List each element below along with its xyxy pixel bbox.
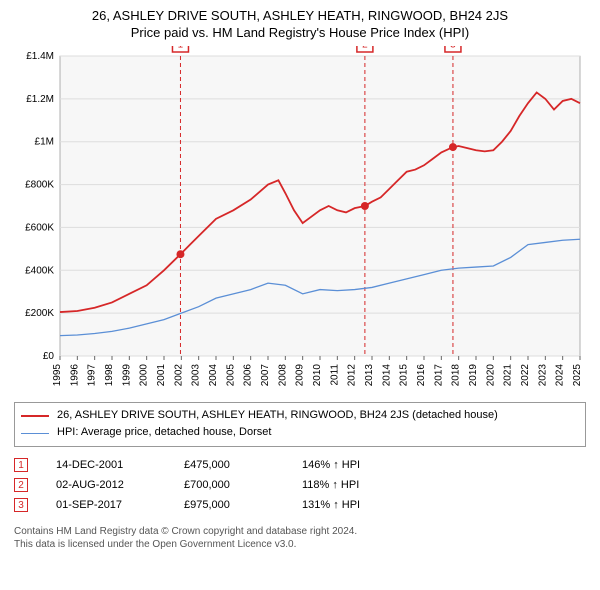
footer-line-2: This data is licensed under the Open Gov… (14, 538, 586, 551)
marker-row-pct: 131% ↑ HPI (302, 499, 412, 511)
footer-attribution: Contains HM Land Registry data © Crown c… (14, 525, 586, 551)
x-tick-label: 2005 (225, 363, 236, 386)
x-tick-label: 2021 (503, 363, 514, 386)
y-tick-label: £400K (25, 265, 54, 276)
footer-line-1: Contains HM Land Registry data © Crown c… (14, 525, 586, 538)
x-tick-label: 2010 (312, 363, 323, 386)
marker-row: 1 14-DEC-2001 £475,000 146% ↑ HPI (14, 455, 586, 475)
legend-row: 26, ASHLEY DRIVE SOUTH, ASHLEY HEATH, RI… (21, 407, 579, 425)
legend-label: HPI: Average price, detached house, Dors… (57, 424, 271, 442)
y-tick-label: £800K (25, 179, 54, 190)
marker-row-price: £475,000 (184, 459, 274, 471)
marker-row-price: £975,000 (184, 499, 274, 511)
marker-dot (176, 250, 184, 258)
legend: 26, ASHLEY DRIVE SOUTH, ASHLEY HEATH, RI… (14, 402, 586, 447)
marker-row-badge: 1 (14, 458, 28, 472)
marker-row-badge: 2 (14, 478, 28, 492)
chart-area: £0 £200K £400K £600K £800K £1M £1.2M £1.4M 1995 1… (10, 46, 590, 396)
marker-badge-number: 1 (178, 46, 184, 51)
x-tick-label: 2019 (468, 363, 479, 386)
legend-label: 26, ASHLEY DRIVE SOUTH, ASHLEY HEATH, RI… (57, 407, 498, 425)
x-tick-label: 2016 (416, 363, 427, 386)
x-tick-label: 2008 (277, 363, 288, 386)
marker-row-pct: 146% ↑ HPI (302, 459, 412, 471)
x-tick-label: 2009 (295, 363, 306, 386)
x-tick-label: 1997 (87, 363, 98, 386)
y-tick-label: £0 (43, 351, 55, 362)
marker-badge-number: 3 (450, 46, 456, 51)
x-tick-label: 2001 (156, 363, 167, 386)
x-tick-label: 2020 (485, 363, 496, 386)
legend-swatch (21, 415, 49, 417)
marker-dot (449, 143, 457, 151)
page: 26, ASHLEY DRIVE SOUTH, ASHLEY HEATH, RI… (0, 0, 600, 590)
marker-row-badge: 3 (14, 498, 28, 512)
chart-subtitle: Price paid vs. HM Land Registry's House … (10, 25, 590, 40)
y-tick-label: £1.4M (26, 51, 54, 62)
x-tick-label: 2024 (555, 363, 566, 386)
x-tick-label: 2002 (173, 363, 184, 386)
marker-row: 2 02-AUG-2012 £700,000 118% ↑ HPI (14, 475, 586, 495)
x-tick-label: 2011 (329, 363, 340, 385)
x-tick-label: 2025 (572, 363, 583, 386)
x-tick-label: 2012 (347, 363, 358, 386)
line-chart: £0 £200K £400K £600K £800K £1M £1.2M £1.4M 1995 1… (10, 46, 590, 396)
x-tick-label: 1999 (121, 363, 132, 386)
marker-row-date: 01-SEP-2017 (56, 499, 156, 511)
marker-row-price: £700,000 (184, 479, 274, 491)
x-tick-label: 2014 (381, 363, 392, 386)
chart-title: 26, ASHLEY DRIVE SOUTH, ASHLEY HEATH, RI… (10, 8, 590, 25)
legend-swatch (21, 433, 49, 434)
marker-row: 3 01-SEP-2017 £975,000 131% ↑ HPI (14, 495, 586, 515)
x-tick-label: 2004 (208, 363, 219, 386)
y-tick-label: £1M (35, 137, 54, 148)
marker-dot (361, 202, 369, 210)
y-tick-label: £200K (25, 308, 54, 319)
legend-row: HPI: Average price, detached house, Dors… (21, 424, 579, 442)
marker-row-date: 14-DEC-2001 (56, 459, 156, 471)
x-tick-label: 1998 (104, 363, 115, 386)
marker-row-pct: 118% ↑ HPI (302, 479, 412, 491)
x-tick-label: 2018 (451, 363, 462, 386)
y-tick-label: £600K (25, 222, 54, 233)
x-tick-label: 2003 (191, 363, 202, 386)
x-tick-label: 2015 (399, 363, 410, 386)
x-tick-label: 1996 (69, 363, 80, 386)
marker-badge-number: 2 (362, 46, 368, 51)
marker-row-date: 02-AUG-2012 (56, 479, 156, 491)
x-tick-label: 2023 (537, 363, 548, 386)
x-tick-label: 2017 (433, 363, 444, 386)
x-tick-label: 2013 (364, 363, 375, 386)
x-tick-label: 2007 (260, 363, 271, 386)
marker-table: 1 14-DEC-2001 £475,000 146% ↑ HPI 2 02-AUG-20… (14, 455, 586, 515)
y-tick-label: £1.2M (26, 94, 54, 105)
x-tick-label: 2006 (243, 363, 254, 386)
x-tick-label: 2000 (139, 363, 150, 386)
x-tick-label: 2022 (520, 363, 531, 386)
x-tick-label: 1995 (52, 363, 63, 386)
plot-background (60, 56, 580, 356)
